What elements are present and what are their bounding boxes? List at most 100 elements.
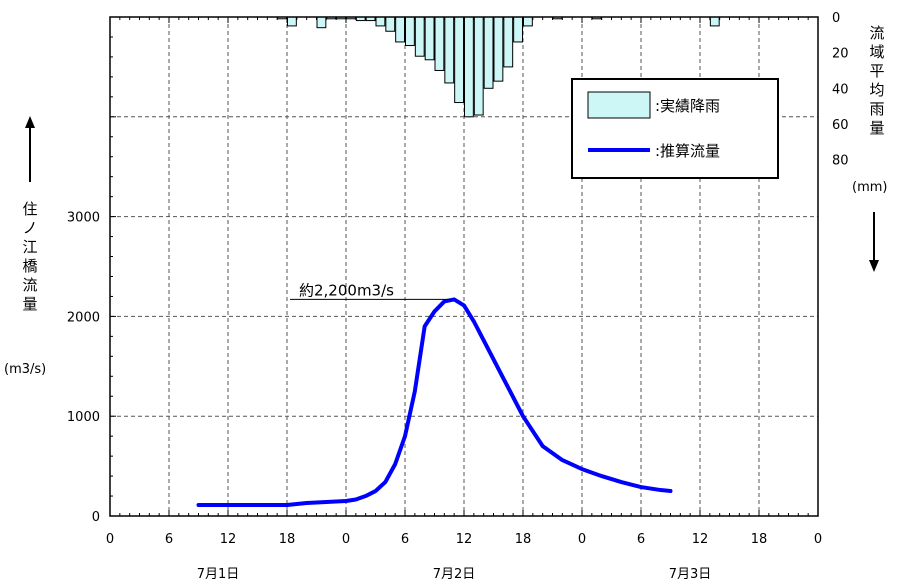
flow-point	[442, 299, 446, 304]
x-tick-label: 12	[692, 532, 709, 547]
vertical-label-char: ノ	[22, 219, 37, 237]
y-right-tick-label: 60	[832, 118, 849, 133]
flow-point	[501, 376, 505, 380]
right-y-tick-labels: 0 20 40 60 80	[832, 11, 849, 169]
rain-bar	[434, 16, 445, 71]
flow-line	[196, 297, 673, 508]
flow-point	[423, 324, 427, 328]
flow-point	[560, 458, 564, 462]
x-tick-label: 18	[279, 532, 296, 547]
rain-bar	[483, 16, 494, 89]
left-up-arrow-head	[25, 116, 35, 128]
y-right-tick-label: 80	[832, 154, 849, 169]
flow-point	[472, 319, 476, 323]
legend-rain-swatch	[587, 91, 651, 119]
day-label: 7月3日	[669, 567, 712, 582]
flow-point	[226, 503, 230, 507]
flow-line-group	[196, 297, 673, 508]
flow-point	[364, 494, 368, 498]
flow-point	[305, 501, 309, 505]
day-labels: 7月1日 7月2日 7月3日	[197, 567, 712, 582]
x-tick-label: 0	[342, 532, 350, 547]
rain-bar	[523, 16, 533, 27]
flow-point	[196, 503, 201, 507]
x-tick-label: 12	[220, 532, 237, 547]
rain-bar	[385, 16, 396, 32]
x-tick-label: 6	[637, 532, 645, 547]
x-tick-label: 18	[515, 532, 532, 547]
rain-bar	[709, 16, 720, 27]
flow-point	[619, 480, 623, 484]
axis-ticks	[109, 16, 819, 517]
rain-bar	[395, 16, 405, 43]
flow-point	[668, 489, 673, 493]
legend: :実績降雨 :推算流量	[571, 78, 779, 179]
flow-point	[600, 474, 604, 478]
vertical-label-char: 雨	[869, 100, 884, 118]
x-tick-label: 6	[165, 532, 173, 547]
flow-point	[580, 467, 584, 471]
flow-point	[354, 497, 358, 502]
right-y-axis-unit: (mm)	[852, 180, 887, 195]
day-label: 7月1日	[197, 567, 240, 582]
vertical-label-char: 均	[869, 81, 884, 99]
rain-bar	[287, 16, 297, 27]
x-tick-label: 0	[106, 532, 114, 547]
rain-bar	[405, 16, 415, 47]
vertical-label-char: 流	[22, 276, 37, 294]
vertical-label-char: 流	[869, 24, 884, 42]
vertical-label-char: 域	[869, 43, 884, 61]
vertical-label-char: 江	[22, 238, 37, 256]
left-y-axis-unit: (m3/s)	[4, 362, 46, 377]
flow-point	[413, 389, 417, 393]
y-right-tick-label: 0	[832, 11, 840, 26]
rain-bar	[414, 16, 425, 57]
flow-point	[403, 434, 407, 438]
flow-point	[639, 485, 643, 489]
y-left-tick-label: 0	[92, 510, 100, 525]
legend-rain-label: :実績降雨	[655, 97, 720, 115]
y-left-tick-label: 1000	[67, 410, 100, 425]
flow-point	[541, 444, 545, 448]
left-y-axis-label: 住ノ江橋流量	[22, 200, 37, 313]
x-tick-label: 0	[814, 532, 822, 547]
flow-point	[491, 357, 496, 361]
flow-point	[255, 503, 260, 507]
x-tick-label: 0	[578, 532, 586, 547]
y-left-tick-label: 3000	[67, 211, 100, 226]
flow-point	[344, 499, 348, 503]
x-tick-label: 6	[401, 532, 409, 547]
left-axis-title: 住ノ江橋流量 (m3/s)	[4, 116, 46, 377]
flow-point	[393, 462, 397, 466]
rain-bar	[454, 16, 464, 104]
x-tick-labels: 0 6 12 18 0 6 12 18 0 6 12 18 0	[106, 532, 822, 547]
flow-point	[659, 488, 663, 492]
y-left-tick-label: 2000	[67, 310, 100, 325]
peak-annotation-text: 約2,200m3/s	[299, 281, 394, 299]
vertical-label-char: 量	[869, 119, 884, 137]
right-axis-title: 流域平均雨量 (mm)	[852, 24, 887, 272]
flow-point	[521, 414, 525, 418]
day-label: 7月2日	[433, 567, 476, 582]
left-y-tick-labels: 0 1000 2000 3000	[67, 211, 100, 525]
right-y-axis-label: 流域平均雨量	[869, 24, 884, 137]
vertical-label-char: 住	[22, 200, 37, 218]
rain-bar	[503, 16, 514, 68]
flow-point	[432, 309, 437, 314]
flow-point	[482, 338, 486, 342]
flow-point	[462, 303, 466, 308]
y-right-tick-label: 20	[832, 47, 849, 62]
y-right-tick-label: 40	[832, 82, 849, 97]
flow-point	[324, 500, 328, 504]
right-down-arrow-head	[869, 260, 879, 272]
flow-point	[452, 297, 456, 302]
rain-bar	[375, 16, 386, 27]
x-tick-label: 12	[456, 532, 473, 547]
rain-bar	[444, 16, 455, 84]
vertical-label-char: 量	[22, 295, 37, 313]
rain-bar	[464, 16, 474, 118]
x-tick-label: 18	[751, 532, 768, 547]
vertical-label-char: 橋	[22, 257, 37, 275]
rain-bar	[473, 16, 484, 116]
